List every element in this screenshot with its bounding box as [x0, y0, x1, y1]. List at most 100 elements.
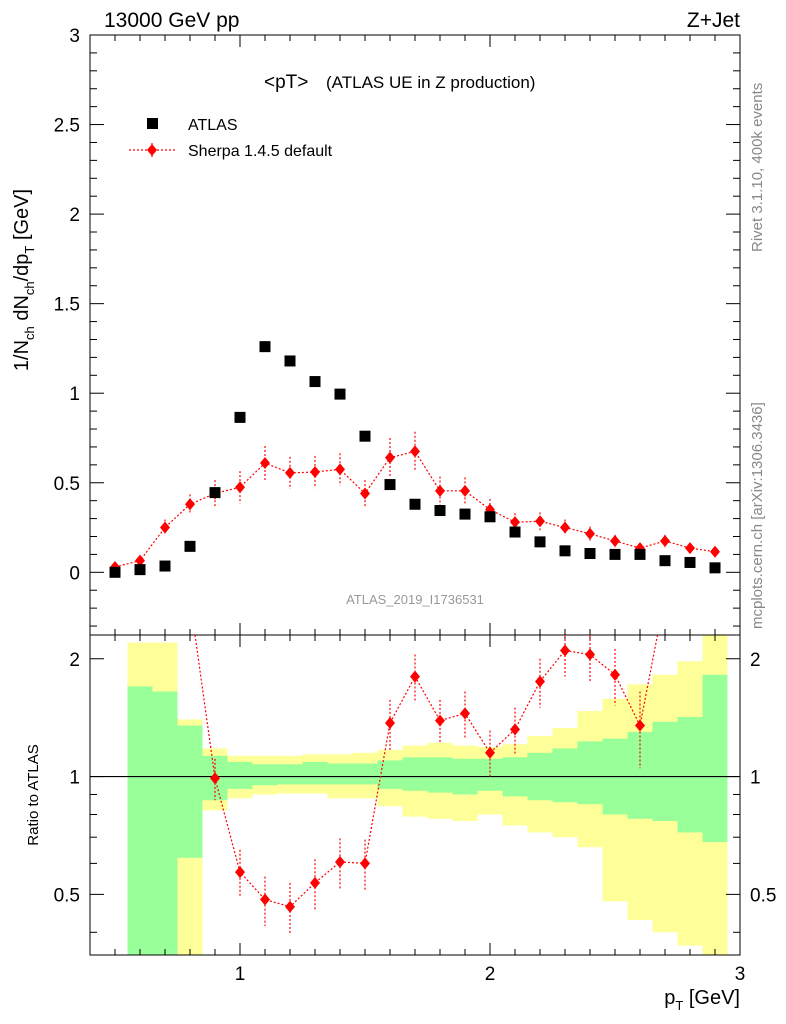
x-tick-label: 1: [235, 964, 246, 985]
ratio-band-inner: [552, 748, 578, 803]
atlas-point: [184, 540, 196, 552]
ratio-sherpa-point: [410, 670, 420, 683]
legend-marker-sherpa: [147, 144, 157, 156]
ratio-sherpa-point: [435, 714, 445, 727]
ratio-sherpa-point: [485, 746, 495, 759]
atlas-point: [109, 566, 121, 578]
ratio-band-inner: [352, 763, 378, 785]
atlas-point: [484, 511, 496, 523]
atlas-point: [334, 388, 346, 400]
atlas-point: [709, 562, 721, 574]
ratio-sherpa-point: [310, 876, 320, 889]
atlas-point: [384, 479, 396, 491]
atlas-point: [609, 548, 621, 560]
legend-label-atlas: ATLAS: [188, 117, 238, 134]
process-label: Z+Jet: [687, 9, 740, 32]
ratio-sherpa-point: [460, 707, 470, 720]
ratio-band-inner: [227, 761, 253, 789]
ratio-band-inner: [277, 764, 303, 785]
main-axes: 0 0.5 1 1.5 2 2.5 3: [54, 26, 741, 635]
y-tick-label: 1: [69, 384, 80, 405]
sherpa-point: [185, 498, 195, 511]
plot-title: <pT>: [264, 72, 308, 93]
ratio-sherpa-point: [360, 857, 370, 870]
main-data-layer: [109, 341, 721, 578]
y-tick-label: 3: [69, 26, 80, 47]
y-tick-label: 2: [69, 205, 80, 226]
ratio-y-tick-label: 0.5: [54, 885, 80, 906]
sherpa-point: [335, 463, 345, 476]
sherpa-point: [410, 445, 420, 458]
x-axis-title: pT [GeV]: [664, 987, 740, 1013]
atlas-point: [259, 341, 271, 353]
ratio-band-inner: [177, 725, 203, 858]
ratio-y-axis-title: Ratio to ATLAS: [25, 744, 42, 845]
sherpa-point: [385, 451, 395, 464]
ratio-band-inner: [677, 716, 703, 833]
ratio-sherpa-point: [285, 900, 295, 913]
ratio-band-inner: [577, 741, 603, 805]
ratio-axes: 1 2 3 0.5 0.5 1 1 2 2: [54, 635, 776, 985]
sherpa-point: [710, 545, 720, 558]
sherpa-point: [560, 521, 570, 534]
energy-label: 13000 GeV pp: [104, 9, 239, 32]
ratio-y-tick-label-right: 2: [750, 650, 761, 671]
ratio-y-tick-label-right: 1: [750, 768, 761, 789]
ratio-band-inner: [127, 686, 153, 955]
legend-marker-atlas: [147, 118, 158, 129]
sherpa-point: [160, 521, 170, 534]
ratio-sherpa-point: [260, 893, 270, 906]
sherpa-point: [460, 484, 470, 497]
atlas-point: [209, 487, 221, 499]
atlas-point: [534, 536, 546, 548]
ratio-y-tick-label: 2: [69, 650, 80, 671]
ratio-sherpa-point: [335, 855, 345, 868]
legend-label-sherpa: Sherpa 1.4.5 default: [188, 143, 333, 160]
atlas-point: [284, 355, 296, 367]
x-tick-label: 2: [485, 964, 496, 985]
atlas-point: [634, 548, 646, 560]
ratio-sherpa-point: [585, 648, 595, 661]
ratio-band-inner: [627, 731, 653, 819]
sherpa-point: [660, 534, 670, 547]
x-tick-label: 3: [735, 964, 746, 985]
ratio-sherpa-point: [210, 772, 220, 785]
ratio-band-inner: [427, 757, 453, 793]
atlas-point: [159, 560, 171, 572]
sherpa-point: [585, 527, 595, 540]
ratio-band-inner: [377, 760, 403, 789]
ratio-y-tick-label-right: 0.5: [750, 885, 776, 906]
ratio-band-inner: [152, 691, 178, 955]
y-tick-label: 2.5: [54, 116, 80, 137]
atlas-point: [509, 526, 521, 538]
sherpa-point: [685, 542, 695, 555]
ratio-band-inner: [252, 764, 278, 786]
atlas-point: [234, 411, 246, 423]
ratio-band-inner: [327, 763, 353, 785]
sherpa-point: [310, 466, 320, 479]
sherpa-point: [135, 554, 145, 567]
ratio-sherpa-point: [510, 723, 520, 736]
atlas-point: [409, 498, 421, 510]
ratio-y-tick-label: 1: [69, 768, 80, 789]
sherpa-point: [235, 481, 245, 494]
ratio-sherpa-point: [610, 668, 620, 681]
mcplots-label: mcplots.cern.ch [arXiv:1306.3436]: [749, 402, 766, 629]
atlas-point: [459, 508, 471, 520]
sherpa-point: [260, 457, 270, 470]
atlas-point: [684, 556, 696, 568]
ratio-sherpa-point: [560, 644, 570, 657]
sherpa-point: [535, 515, 545, 528]
sherpa-point: [435, 484, 445, 497]
y-axis-title: 1/Nch dNch/dpT [GeV]: [11, 189, 37, 371]
ratio-sherpa-point: [385, 717, 395, 730]
sherpa-point: [610, 534, 620, 547]
sherpa-point: [285, 466, 295, 479]
atlas-point: [309, 376, 321, 388]
sherpa-point: [360, 487, 370, 500]
legend: ATLAS Sherpa 1.4.5 default: [129, 117, 333, 160]
rivet-label: Rivet 3.1.10, 400k events: [749, 83, 766, 252]
sherpa-point: [510, 516, 520, 529]
ratio-band-inner: [302, 761, 328, 785]
atlas-point: [134, 564, 146, 576]
